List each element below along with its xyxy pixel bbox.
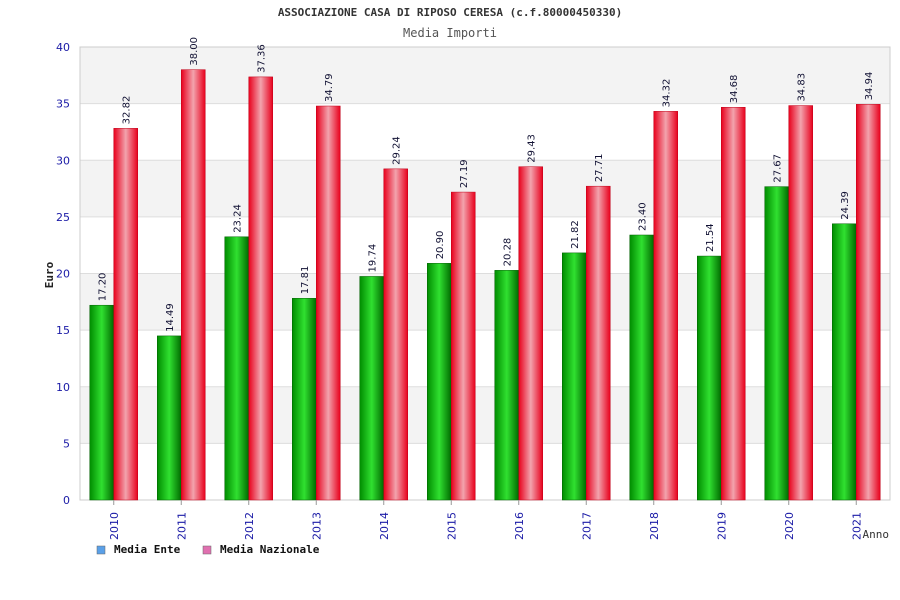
bar-value-label: 29.43 — [527, 134, 538, 163]
bar-media-nazionale-2021 — [856, 104, 881, 501]
x-tick-label: 2016 — [513, 512, 526, 540]
bars — [89, 69, 881, 501]
bar-value-label: 29.24 — [392, 136, 403, 165]
bar-value-label: 21.54 — [705, 223, 716, 252]
x-tick-label: 2015 — [445, 512, 458, 540]
bar-media-nazionale-2012 — [248, 76, 273, 501]
bar-value-label: 20.28 — [503, 238, 514, 267]
bar-media-ente-2020 — [764, 186, 789, 501]
bar-media-ente-2015 — [427, 263, 452, 501]
bar-media-nazionale-2010 — [113, 128, 138, 501]
x-tick-label: 2011 — [175, 512, 188, 540]
bar-media-nazionale-2013 — [316, 105, 341, 501]
plot-band — [80, 103, 890, 161]
x-tick-label: 2013 — [310, 512, 323, 540]
bar-value-label: 34.94 — [864, 72, 875, 101]
y-tick-label: 25 — [56, 211, 70, 224]
bar-media-nazionale-2019 — [721, 106, 746, 501]
bar-value-label: 14.49 — [165, 303, 176, 332]
bar-media-ente-2017 — [562, 252, 587, 501]
plot-frame — [79, 46, 891, 501]
bar-media-nazionale-2018 — [653, 111, 678, 501]
x-tick-label: 2012 — [243, 512, 256, 540]
x-axis-label: Anno — [863, 528, 890, 541]
bar-value-label: 34.79 — [324, 73, 335, 102]
y-axis-label: Euro — [43, 261, 56, 288]
bar-value-label: 34.32 — [662, 79, 673, 108]
bar-value-label: 27.71 — [594, 154, 605, 183]
plot-band — [80, 386, 890, 444]
plot-band — [80, 47, 890, 104]
bar-value-label: 32.82 — [122, 96, 133, 125]
legend-swatch — [202, 545, 212, 555]
chart-title: ASSOCIAZIONE CASA DI RIPOSO CERESA (c.f.… — [278, 6, 622, 19]
x-tick-label: 2018 — [648, 512, 661, 540]
bar-value-label: 21.82 — [570, 220, 581, 249]
y-tick-label: 35 — [56, 98, 70, 111]
x-tick-label: 2021 — [850, 512, 863, 540]
bar-value-label: 23.40 — [638, 202, 649, 231]
y-tick-label: 15 — [56, 324, 70, 337]
bar-media-ente-2011 — [157, 335, 182, 501]
y-tick-label: 30 — [56, 154, 70, 167]
bar-media-nazionale-2015 — [451, 191, 476, 501]
y-tick-label: 10 — [56, 381, 70, 394]
bar-media-nazionale-2014 — [383, 168, 408, 501]
bar-media-nazionale-2020 — [788, 105, 813, 501]
legend-label: Media Ente — [114, 543, 181, 556]
bar-media-ente-2014 — [359, 276, 384, 501]
legend: Media Ente Media Nazionale — [96, 543, 320, 556]
bar-media-ente-2012 — [224, 236, 249, 501]
y-tick-label: 20 — [56, 268, 70, 281]
bar-value-label: 27.67 — [773, 154, 784, 183]
legend-label: Media Nazionale — [220, 543, 320, 556]
plot-band — [80, 330, 890, 387]
plot-band — [80, 273, 890, 331]
bar-value-label: 27.19 — [459, 159, 470, 188]
plot-band — [80, 216, 890, 274]
bar-value-label: 17.81 — [300, 266, 311, 295]
y-axis: 0 5 10 15 20 25 30 35 40 — [56, 41, 70, 507]
gridlines — [79, 46, 891, 501]
bar-media-ente-2019 — [697, 255, 722, 501]
bar-media-ente-2018 — [629, 234, 654, 501]
plot-band — [80, 443, 890, 500]
plot-bands — [80, 47, 890, 500]
x-tick-label: 2020 — [783, 512, 796, 540]
bar-media-ente-2016 — [494, 270, 519, 501]
bar-value-label: 19.74 — [368, 244, 379, 273]
bar-media-ente-2013 — [292, 298, 317, 501]
y-tick-label: 40 — [56, 41, 70, 54]
bar-labels: 17.20 32.82 14.49 38.00 23.24 37.36 17.81 34.79… — [98, 37, 876, 332]
bar-value-label: 34.83 — [797, 73, 808, 102]
bar-value-label: 20.90 — [435, 231, 446, 260]
bar-media-nazionale-2016 — [518, 166, 543, 501]
bar-value-label: 34.68 — [729, 75, 740, 104]
x-axis: 2010 2011 2012 2013 2014 2015 2016 2017 2018 2019… — [108, 500, 863, 540]
bar-media-nazionale-2011 — [181, 69, 206, 501]
chart-subtitle: Media Importi — [403, 26, 497, 40]
x-tick-label: 2014 — [378, 512, 391, 540]
bar-value-label: 38.00 — [189, 37, 200, 66]
bar-media-ente-2021 — [832, 223, 857, 501]
x-tick-label: 2019 — [715, 512, 728, 540]
bar-media-nazionale-2017 — [586, 185, 611, 501]
bar-value-label: 23.24 — [233, 204, 244, 233]
legend-swatch — [96, 545, 106, 555]
x-tick-label: 2017 — [580, 512, 593, 540]
bar-value-label: 17.20 — [98, 273, 109, 302]
plot-band — [80, 160, 890, 217]
bar-value-label: 37.36 — [257, 44, 268, 73]
bar-value-label: 24.39 — [840, 191, 851, 220]
bar-media-ente-2010 — [89, 304, 114, 501]
x-tick-label: 2010 — [108, 512, 121, 540]
y-tick-label: 0 — [63, 494, 70, 507]
y-tick-label: 5 — [63, 437, 70, 450]
